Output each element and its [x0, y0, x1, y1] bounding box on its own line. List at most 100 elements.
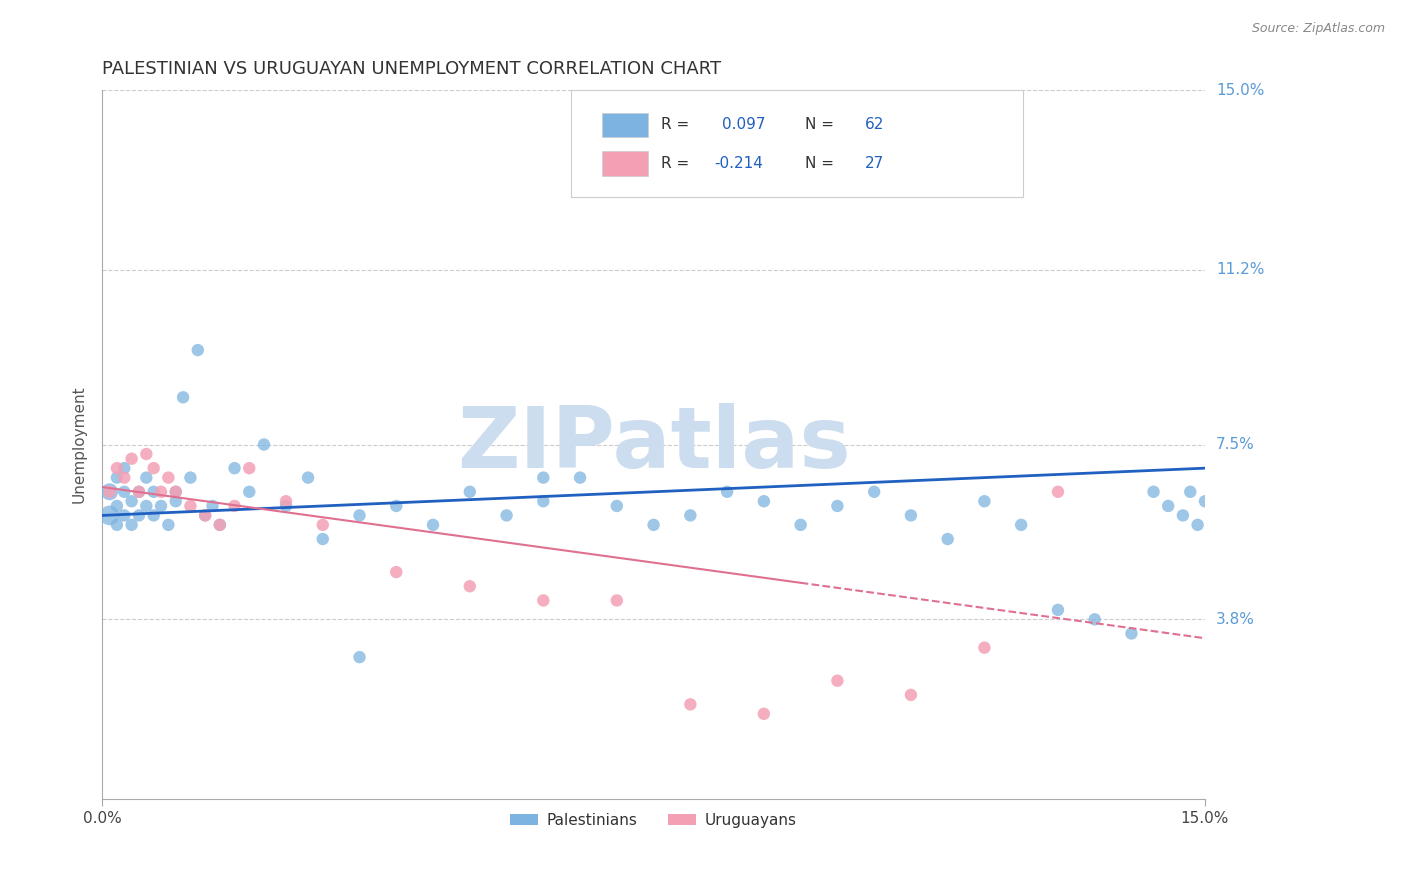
- Point: [385, 499, 408, 513]
- Point: [752, 706, 775, 721]
- Point: [312, 532, 335, 546]
- Text: N =: N =: [804, 156, 838, 171]
- Point: [121, 494, 143, 508]
- Point: [201, 499, 224, 513]
- Point: [274, 499, 297, 513]
- Point: [385, 565, 408, 579]
- Point: [297, 470, 319, 484]
- Point: [165, 484, 187, 499]
- Point: [606, 593, 628, 607]
- Point: [142, 508, 165, 523]
- Point: [179, 470, 201, 484]
- Point: [752, 494, 775, 508]
- Point: [112, 470, 135, 484]
- Point: [422, 517, 444, 532]
- Point: [105, 461, 128, 475]
- Point: [157, 517, 180, 532]
- Point: [1187, 517, 1209, 532]
- Point: [274, 494, 297, 508]
- FancyBboxPatch shape: [602, 152, 648, 176]
- Text: 0.097: 0.097: [721, 118, 765, 133]
- Point: [121, 451, 143, 466]
- Point: [253, 437, 276, 451]
- Point: [458, 579, 481, 593]
- Text: 15.0%: 15.0%: [1216, 83, 1264, 98]
- Point: [128, 508, 150, 523]
- Text: R =: R =: [661, 118, 695, 133]
- Text: 7.5%: 7.5%: [1216, 437, 1254, 452]
- Point: [900, 688, 922, 702]
- FancyBboxPatch shape: [602, 112, 648, 137]
- Point: [900, 508, 922, 523]
- Point: [827, 673, 849, 688]
- FancyBboxPatch shape: [571, 90, 1024, 196]
- Point: [679, 508, 702, 523]
- Point: [349, 508, 371, 523]
- Point: [1121, 626, 1143, 640]
- Point: [165, 494, 187, 508]
- Point: [458, 484, 481, 499]
- Point: [135, 499, 157, 513]
- Point: [531, 593, 554, 607]
- Point: [128, 484, 150, 499]
- Point: [349, 650, 371, 665]
- Point: [224, 499, 246, 513]
- Point: [150, 499, 173, 513]
- Point: [194, 508, 217, 523]
- Text: 62: 62: [865, 118, 884, 133]
- Point: [531, 470, 554, 484]
- Point: [1180, 484, 1202, 499]
- Text: 27: 27: [865, 156, 884, 171]
- Point: [606, 499, 628, 513]
- Point: [98, 484, 121, 499]
- Point: [135, 470, 157, 484]
- Text: 3.8%: 3.8%: [1216, 612, 1256, 627]
- Point: [679, 698, 702, 712]
- Point: [179, 499, 201, 513]
- Point: [150, 484, 173, 499]
- Point: [105, 470, 128, 484]
- Point: [208, 517, 231, 532]
- Point: [165, 484, 187, 499]
- Point: [1046, 484, 1069, 499]
- Text: R =: R =: [661, 156, 695, 171]
- Point: [172, 390, 194, 404]
- Point: [789, 517, 811, 532]
- Point: [312, 517, 335, 532]
- Point: [1171, 508, 1194, 523]
- Text: Source: ZipAtlas.com: Source: ZipAtlas.com: [1251, 22, 1385, 36]
- Point: [98, 484, 121, 499]
- Point: [105, 517, 128, 532]
- Y-axis label: Unemployment: Unemployment: [72, 385, 86, 503]
- Text: -0.214: -0.214: [714, 156, 763, 171]
- Point: [105, 499, 128, 513]
- Point: [142, 484, 165, 499]
- Point: [531, 494, 554, 508]
- Point: [112, 461, 135, 475]
- Point: [1084, 612, 1107, 626]
- Point: [936, 532, 959, 546]
- Point: [569, 470, 592, 484]
- Point: [142, 461, 165, 475]
- Point: [1157, 499, 1180, 513]
- Legend: Palestinians, Uruguayans: Palestinians, Uruguayans: [505, 806, 803, 834]
- Point: [128, 484, 150, 499]
- Point: [1194, 494, 1216, 508]
- Point: [157, 470, 180, 484]
- Point: [135, 447, 157, 461]
- Point: [187, 343, 209, 357]
- Point: [1010, 517, 1032, 532]
- Point: [495, 508, 517, 523]
- Point: [194, 508, 217, 523]
- Point: [643, 517, 665, 532]
- Point: [238, 461, 260, 475]
- Point: [973, 640, 995, 655]
- Text: ZIPatlas: ZIPatlas: [457, 403, 851, 486]
- Text: N =: N =: [804, 118, 838, 133]
- Point: [224, 461, 246, 475]
- Point: [716, 484, 738, 499]
- Point: [112, 484, 135, 499]
- Point: [121, 517, 143, 532]
- Point: [973, 494, 995, 508]
- Text: 11.2%: 11.2%: [1216, 262, 1264, 277]
